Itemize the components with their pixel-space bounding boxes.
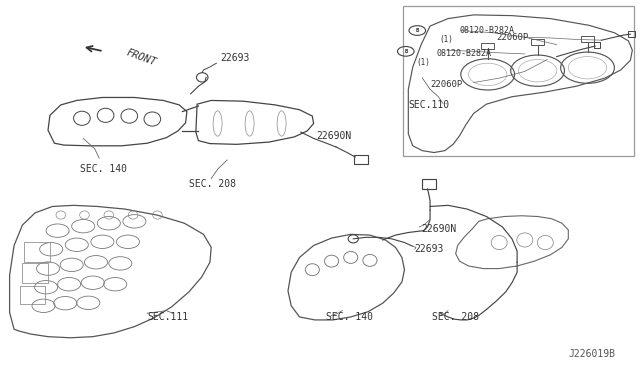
- Text: 08120-B282A: 08120-B282A: [460, 26, 515, 35]
- Text: SEC. 208: SEC. 208: [189, 179, 236, 189]
- Text: B: B: [415, 28, 419, 33]
- Text: B: B: [404, 49, 408, 54]
- Text: 22690N: 22690N: [421, 224, 456, 234]
- Text: SEC. 208: SEC. 208: [432, 312, 479, 322]
- Bar: [628, 31, 635, 37]
- Text: (1): (1): [417, 58, 431, 67]
- Text: SEC.111: SEC.111: [147, 312, 188, 322]
- Text: SEC.110: SEC.110: [408, 100, 449, 110]
- Text: SEC. 140: SEC. 140: [326, 312, 373, 322]
- Text: 22693: 22693: [415, 244, 444, 254]
- Text: 22060P: 22060P: [430, 80, 462, 89]
- Bar: [581, 36, 594, 42]
- Text: 22060P: 22060P: [496, 33, 528, 42]
- Bar: [22, 263, 48, 283]
- Text: J226019B: J226019B: [568, 349, 615, 359]
- Text: 08120-B282A: 08120-B282A: [436, 49, 492, 58]
- Bar: [24, 242, 50, 262]
- Text: FRONT: FRONT: [125, 48, 157, 68]
- Text: SEC. 140: SEC. 140: [80, 164, 127, 174]
- Bar: [20, 286, 45, 304]
- Bar: [531, 39, 544, 45]
- Bar: [422, 179, 436, 189]
- Bar: [354, 155, 368, 164]
- Text: (1): (1): [440, 35, 454, 44]
- Bar: [481, 43, 494, 49]
- Text: 22690N: 22690N: [317, 131, 352, 141]
- Text: 22693: 22693: [221, 53, 250, 62]
- Bar: [403, 6, 634, 156]
- Bar: [594, 42, 600, 48]
